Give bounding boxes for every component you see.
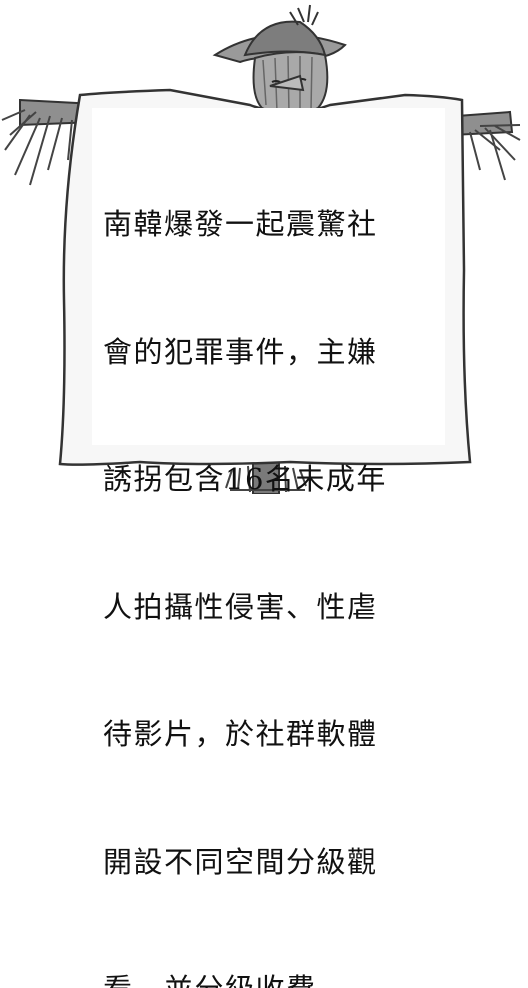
straw-right-icon [459, 124, 521, 181]
sign-text: 南韓爆發一起震驚社 會的犯罪事件，主嫌 誘拐包含16名未成年 人拍攝性侵害、性虐… [103, 118, 433, 988]
nose-icon [269, 74, 305, 92]
scarecrow-illustration [1, 4, 521, 494]
sign-line: 南韓爆發一起震驚社 [103, 207, 378, 241]
sign-line: 人拍攝性侵害、性虐 [103, 589, 378, 624]
sign-line: 開設不同空間分級觀 [103, 844, 378, 879]
sign-line: 看，並分級收費。 [103, 968, 433, 988]
sign-board [58, 88, 472, 466]
straw-bottom-icon [225, 465, 307, 493]
sign-line: 會的犯罪事件，主嫌 [103, 334, 378, 369]
sign-line: 待影片，於社群軟體 [103, 717, 378, 751]
sign-line: 誘拐包含16名未成年 [103, 462, 387, 496]
